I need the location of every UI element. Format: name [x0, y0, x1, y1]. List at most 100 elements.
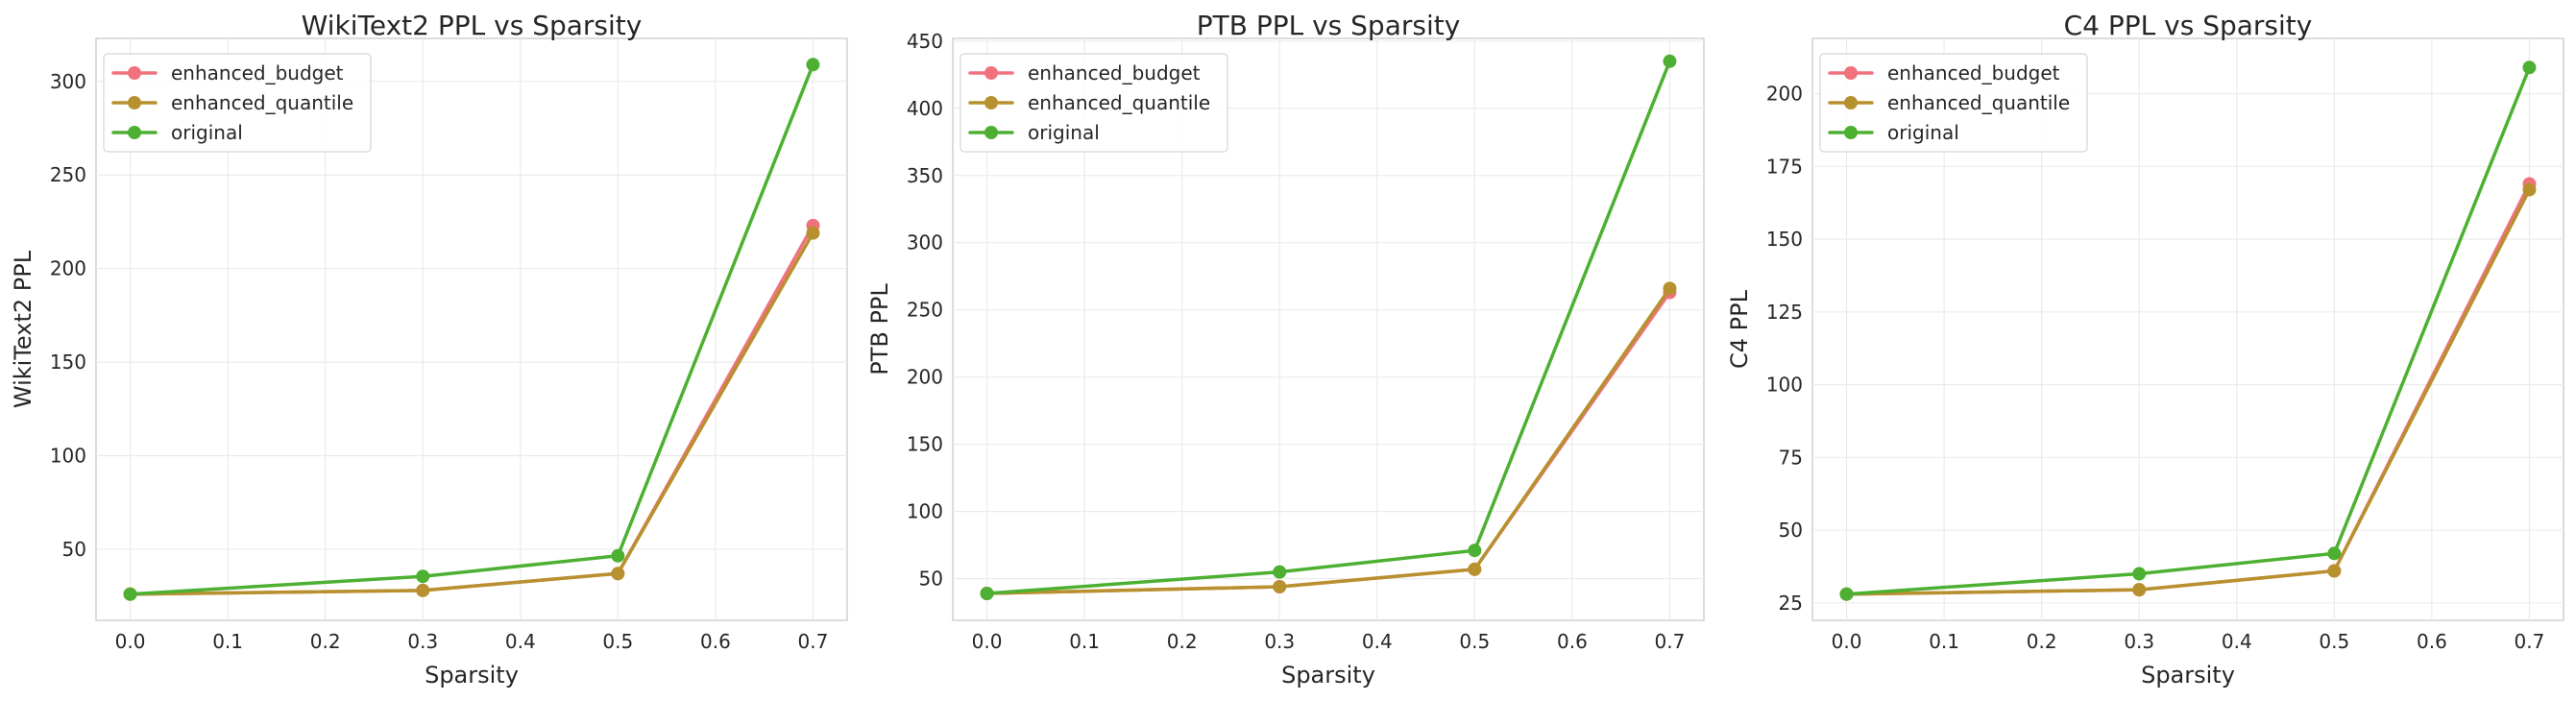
x-tick-label: 0.7	[2515, 630, 2545, 653]
series-layer	[1839, 60, 2537, 601]
x-tick-label: 0.0	[115, 630, 146, 653]
x-tick-label: 0.6	[700, 630, 731, 653]
y-tick-label: 25	[1779, 592, 1803, 615]
y-tick-label: 300	[907, 231, 943, 254]
data-point-enhanced_quantile	[416, 583, 430, 597]
data-point-original	[806, 58, 820, 72]
legend-entry: enhanced_budget	[968, 61, 1201, 85]
x-tick-label: 0.3	[2124, 630, 2154, 653]
y-tick-label: 50	[1779, 519, 1803, 542]
legend-swatch-marker	[984, 66, 998, 80]
y-tick-label: 175	[1766, 155, 1803, 178]
series-line-enhanced_quantile	[984, 286, 1672, 595]
x-tick-label: 0.6	[1557, 630, 1588, 653]
legend-label: enhanced_quantile	[1028, 91, 1210, 114]
x-tick-labels: 0.0 0.1 0.2 0.3 0.4 0.5 0.6 0.7	[972, 630, 1686, 653]
data-point-original	[980, 587, 994, 601]
y-tick-label: 50	[62, 538, 86, 561]
x-tick-label: 0.5	[1459, 630, 1490, 653]
legend-swatch-marker	[984, 126, 998, 139]
y-tick-label: 125	[1766, 301, 1803, 324]
data-point-original	[2327, 546, 2342, 561]
legend-label: original	[171, 121, 243, 144]
x-tick-label: 0.4	[2222, 630, 2252, 653]
x-axis-label: Sparsity	[1281, 662, 1375, 689]
x-tick-label: 0.7	[1655, 630, 1686, 653]
legend-label: enhanced_quantile	[171, 91, 353, 114]
x-tick-labels: 0.0 0.1 0.2 0.3 0.4 0.5 0.6 0.7	[1832, 630, 2545, 653]
y-tick-label: 250	[50, 163, 86, 186]
legend: enhanced_budget enhanced_quantile origin…	[1819, 53, 2088, 153]
y-tick-labels: 50 100 150 200 250 300	[50, 70, 86, 561]
chart-title: PTB PPL vs Sparsity	[1197, 10, 1461, 41]
y-axis-label: WikiText2 PPL	[10, 250, 36, 408]
panel-c4: 0.0 0.1 0.2 0.3 0.4 0.5 0.6 0.7 25 50 75 100 125 150…	[1726, 10, 2564, 689]
data-point-enhanced_quantile	[1663, 281, 1677, 296]
legend-label: enhanced_quantile	[1887, 91, 2070, 114]
chart-title: C4 PPL vs Sparsity	[2064, 10, 2313, 41]
legend-entry: enhanced_budget	[111, 61, 344, 85]
data-point-enhanced_quantile	[1273, 580, 1287, 594]
x-tick-label: 0.2	[310, 630, 341, 653]
series-layer	[980, 54, 1677, 601]
y-tick-label: 150	[1766, 228, 1803, 251]
data-point-original	[2132, 567, 2147, 581]
y-tick-label: 200	[50, 257, 86, 280]
legend-entry: enhanced_quantile	[968, 91, 1210, 114]
legend-frame	[1819, 53, 2088, 153]
y-tick-label: 75	[1779, 446, 1803, 469]
y-tick-label: 200	[1766, 83, 1803, 106]
legend-label: enhanced_budget	[1887, 61, 2060, 85]
x-tick-label: 0.5	[2319, 630, 2349, 653]
series-line-original	[984, 60, 1672, 595]
legend-label: enhanced_budget	[1028, 61, 1201, 85]
legend-swatch-marker	[128, 96, 141, 109]
y-tick-label: 150	[907, 433, 943, 456]
data-point-enhanced_quantile	[1468, 562, 1482, 576]
x-tick-label: 0.4	[505, 630, 536, 653]
y-axis-label: C4 PPL	[1726, 289, 1753, 369]
x-tick-label: 0.2	[2027, 630, 2057, 653]
legend-label: enhanced_budget	[171, 61, 344, 85]
series-line-enhanced_quantile	[1844, 187, 2532, 596]
data-point-enhanced_quantile	[2327, 564, 2342, 578]
x-tick-label: 0.0	[1832, 630, 1862, 653]
x-tick-label: 0.3	[407, 630, 438, 653]
series-layer	[123, 58, 820, 601]
data-point-enhanced_quantile	[806, 226, 820, 240]
data-point-original	[611, 548, 625, 563]
legend-swatch-marker	[984, 96, 998, 109]
series-line-original	[128, 62, 815, 596]
grid	[1812, 38, 2564, 620]
y-axis-label: PTB PPL	[866, 283, 893, 375]
legend-entry: original	[1828, 121, 1959, 144]
panel-wikitext2: 0.0 0.1 0.2 0.3 0.4 0.5 0.6 0.7 50 100 150 200 250 3…	[10, 10, 848, 689]
x-tick-label: 0.5	[602, 630, 633, 653]
legend-swatch-marker	[1844, 66, 1858, 80]
data-point-enhanced_quantile	[2522, 182, 2537, 197]
legend-swatch-marker	[1844, 96, 1858, 109]
legend-entry: enhanced_budget	[1828, 61, 2060, 85]
legend-label: original	[1028, 121, 1100, 144]
y-tick-label: 250	[907, 299, 943, 322]
legend-frame	[103, 53, 372, 153]
x-tick-labels: 0.0 0.1 0.2 0.3 0.4 0.5 0.6 0.7	[115, 630, 829, 653]
y-tick-label: 50	[919, 568, 943, 591]
x-tick-label: 0.1	[1929, 630, 1959, 653]
series-line-enhanced_quantile	[128, 230, 815, 596]
x-tick-label: 0.1	[212, 630, 243, 653]
data-point-original	[123, 587, 137, 601]
series-line-original	[1844, 65, 2532, 596]
x-tick-label: 0.7	[798, 630, 829, 653]
legend-frame	[960, 53, 1228, 153]
x-tick-label: 0.3	[1264, 630, 1295, 653]
y-tick-labels: 50 100 150 200 250 300 350 400 450	[907, 30, 943, 591]
data-point-original	[1468, 544, 1482, 558]
data-point-original	[1663, 54, 1677, 68]
x-axis-label: Sparsity	[425, 662, 519, 689]
legend-entry: original	[111, 121, 243, 144]
legend-entry: original	[968, 121, 1100, 144]
legend-entry: enhanced_quantile	[111, 91, 353, 114]
y-tick-label: 450	[907, 30, 943, 53]
